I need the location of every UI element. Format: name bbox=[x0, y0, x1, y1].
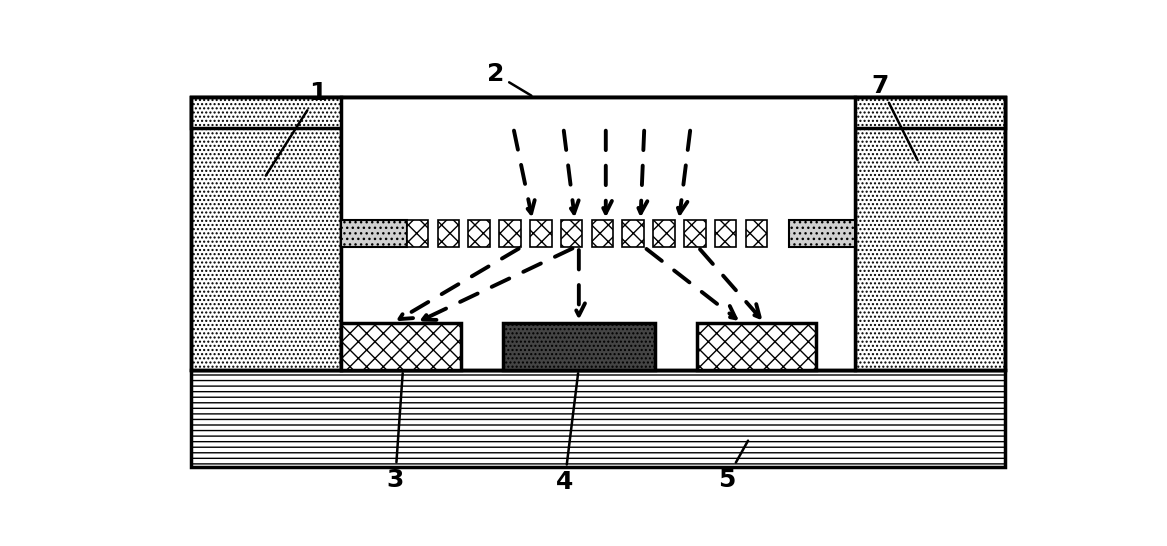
Bar bbox=[468, 220, 490, 247]
Bar bbox=[191, 97, 341, 370]
Text: 7: 7 bbox=[872, 74, 917, 160]
Bar bbox=[503, 323, 655, 370]
Bar bbox=[654, 220, 675, 247]
Text: 1: 1 bbox=[266, 81, 327, 176]
Text: 5: 5 bbox=[718, 441, 748, 492]
Bar bbox=[592, 220, 613, 247]
Bar bbox=[499, 220, 520, 247]
Text: 3: 3 bbox=[386, 373, 404, 492]
Text: 2: 2 bbox=[487, 62, 531, 96]
Bar bbox=[191, 370, 1005, 467]
Text: 4: 4 bbox=[555, 373, 578, 494]
Bar bbox=[684, 220, 706, 247]
Bar bbox=[530, 220, 552, 247]
Bar bbox=[341, 220, 407, 247]
Bar bbox=[191, 97, 1005, 128]
Bar bbox=[341, 323, 461, 370]
Bar bbox=[622, 220, 644, 247]
Bar bbox=[746, 220, 767, 247]
Bar bbox=[407, 220, 428, 247]
Bar bbox=[789, 220, 855, 247]
Bar bbox=[341, 97, 855, 370]
Bar bbox=[341, 97, 855, 370]
Bar bbox=[560, 220, 582, 247]
Bar bbox=[855, 97, 1005, 370]
Bar bbox=[438, 220, 459, 247]
Bar bbox=[714, 220, 736, 247]
Bar bbox=[191, 97, 1005, 370]
Bar bbox=[697, 323, 817, 370]
